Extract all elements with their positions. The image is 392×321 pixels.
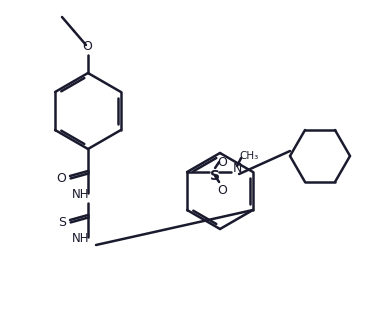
Text: O: O [56, 172, 66, 186]
Text: N: N [233, 161, 243, 175]
Text: S: S [210, 169, 220, 183]
Text: S: S [58, 216, 66, 230]
Text: NH: NH [72, 188, 89, 202]
Text: NH: NH [72, 232, 89, 246]
Text: O: O [217, 184, 227, 196]
Text: CH₃: CH₃ [239, 151, 258, 161]
Text: O: O [217, 155, 227, 169]
Text: O: O [82, 40, 92, 53]
